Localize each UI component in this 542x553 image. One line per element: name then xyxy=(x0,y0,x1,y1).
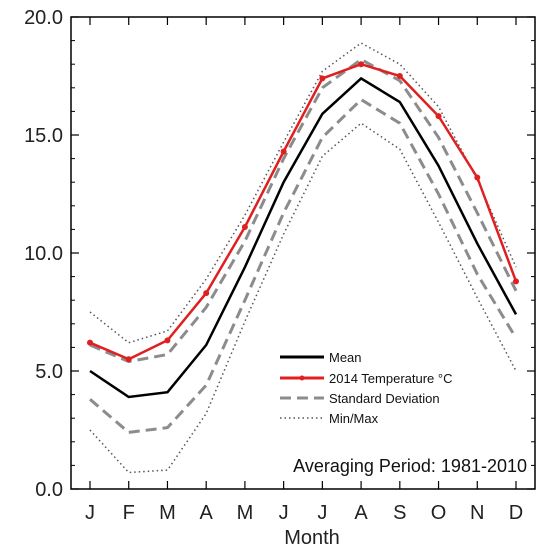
y-tick-label: 5.0 xyxy=(35,361,63,383)
averaging-period-note: Averaging Period: 1981-2010 xyxy=(293,456,527,476)
x-tick-label: A xyxy=(200,502,214,524)
series-2014-point xyxy=(241,224,248,231)
series-std-lower xyxy=(89,97,518,434)
series-2014-point xyxy=(474,174,481,181)
x-tick-label: A xyxy=(354,502,368,524)
series-2014-point xyxy=(358,61,365,68)
legend-label-mean: Mean xyxy=(329,350,362,365)
series-2014-point xyxy=(164,337,171,344)
series-2014-line xyxy=(89,62,518,361)
x-tick-label: J xyxy=(85,502,95,524)
y-tick-label: 0.0 xyxy=(35,479,63,501)
x-tick-label: N xyxy=(470,502,484,524)
x-tick-label: F xyxy=(123,502,135,524)
series-minmax-upper xyxy=(89,42,517,344)
series-2014-point xyxy=(125,356,132,363)
x-tick-label: M xyxy=(237,502,254,524)
legend-label-2014: 2014 Temperature °C xyxy=(329,371,452,386)
x-tick-label: S xyxy=(393,502,406,524)
legend-label-minmax: Min/Max xyxy=(329,411,379,426)
y-tick-label: 10.0 xyxy=(24,243,63,265)
x-tick-label: D xyxy=(509,502,523,524)
legend: Mean 2014 Temperature °C Standard Deviat… xyxy=(280,350,452,426)
legend-marker-2014 xyxy=(299,375,305,381)
series-std-upper xyxy=(89,57,518,364)
series-mean-line xyxy=(89,76,518,399)
series-2014-point xyxy=(203,290,210,297)
axis-layer: 0.0 5.0 10.0 15.0 20.0 J F M A M J J A S O N D xyxy=(24,7,535,524)
x-axis-title: Month xyxy=(284,527,340,549)
legend-label-std: Standard Deviation xyxy=(329,391,440,406)
x-tick-label: J xyxy=(317,502,327,524)
x-tick-label: M xyxy=(159,502,176,524)
x-tick-label: O xyxy=(431,502,447,524)
series-2014-point xyxy=(280,148,287,155)
series-2014-point xyxy=(319,75,326,82)
series-2014-point xyxy=(396,73,403,79)
x-tick-label: J xyxy=(279,502,289,524)
series-2014-point xyxy=(87,339,93,346)
y-tick-label: 15.0 xyxy=(24,125,63,147)
plot-frame xyxy=(70,16,536,490)
series-layer xyxy=(87,42,519,474)
y-tick-label: 20.0 xyxy=(24,7,63,29)
series-2014-point xyxy=(435,113,442,120)
series-2014-point xyxy=(513,278,519,285)
